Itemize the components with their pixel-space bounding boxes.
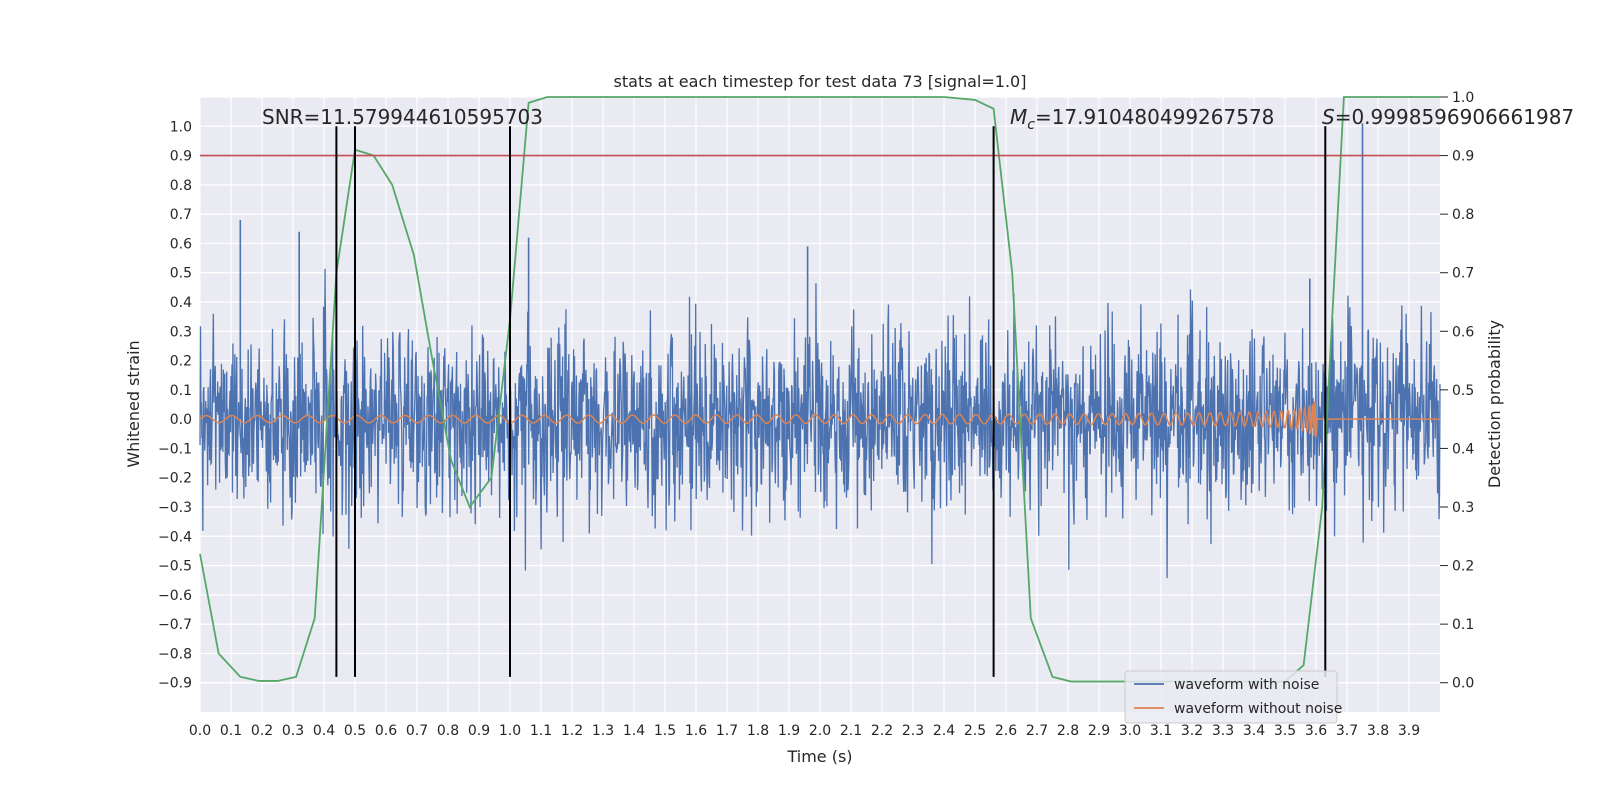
y-left-tick-label: 0.8 <box>170 178 192 194</box>
annotation-snr: SNR=11.579944610595703 <box>262 105 543 129</box>
x-tick-label: 1.9 <box>778 723 800 739</box>
annotation-chirp-mass-subscript: c <box>1027 117 1035 133</box>
y-right-tick-label: 0.3 <box>1452 500 1474 516</box>
x-axis-label: Time (s) <box>786 747 852 766</box>
x-tick-label: 0.9 <box>468 723 490 739</box>
x-tick-label: 2.9 <box>1088 723 1110 739</box>
y-right-tick-label: 0.4 <box>1452 441 1474 457</box>
x-tick-label: 1.0 <box>499 723 521 739</box>
annotation-score-value: =0.9998596906661987 <box>1335 105 1574 129</box>
legend: waveform with noise waveform without noi… <box>1124 670 1342 724</box>
x-tick-label: 3.9 <box>1398 723 1420 739</box>
x-tick-label: 1.1 <box>530 723 552 739</box>
x-tick-label: 3.8 <box>1367 723 1389 739</box>
y-right-tick-label: 0.5 <box>1452 383 1474 399</box>
y-left-tick-label: 0.4 <box>170 295 192 311</box>
x-tick-label: 2.7 <box>1026 723 1048 739</box>
x-tick-label: 2.4 <box>933 723 955 739</box>
vertical-markers <box>335 126 1327 677</box>
x-tick-label: 2.6 <box>995 723 1017 739</box>
y-left-tick-label: −0.7 <box>158 617 192 633</box>
annotation-chirp-mass-symbol: M <box>1010 105 1027 129</box>
x-tick-label: 1.3 <box>592 723 614 739</box>
y-left-tick-label: 1.0 <box>170 119 192 135</box>
noise-waveform-line <box>199 268 1441 579</box>
y-right-tick-label: 0.7 <box>1452 266 1474 282</box>
x-tick-label: 2.0 <box>809 723 831 739</box>
y-left-tick-label: −0.8 <box>158 646 192 662</box>
x-tick-label: 3.3 <box>1212 723 1234 739</box>
x-tick-label: 1.8 <box>747 723 769 739</box>
y-left-tick-label: 0.3 <box>170 324 192 340</box>
clean-waveform-line <box>199 400 1440 438</box>
x-tick-label: 3.6 <box>1305 723 1327 739</box>
x-tick-label: 2.1 <box>840 723 862 739</box>
series-waveform-with-noise <box>199 123 1441 579</box>
x-tick-label: 2.5 <box>964 723 986 739</box>
y-left-tick-label: −0.9 <box>158 676 192 692</box>
annotation-score: S=0.9998596906661987 <box>1322 105 1574 129</box>
y-axis-right-label: Detection probability <box>1485 320 1504 488</box>
y-left-tick-label: 0.0 <box>170 412 192 428</box>
y-left-tick-label: −0.3 <box>158 500 192 516</box>
x-tick-label: 1.7 <box>716 723 738 739</box>
x-tick-label: 1.6 <box>685 723 707 739</box>
legend-box <box>1124 670 1338 724</box>
legend-label-noise: waveform with noise <box>1174 677 1319 693</box>
x-tick-label: 0.7 <box>406 723 428 739</box>
x-tick-label: 3.2 <box>1181 723 1203 739</box>
y-left-tick-label: −0.2 <box>158 471 192 487</box>
y-left-tick-label: 0.5 <box>170 266 192 282</box>
x-tick-label: 2.3 <box>902 723 924 739</box>
legend-label-clean: waveform without noise <box>1174 701 1342 717</box>
y-right-tick-label: 0.9 <box>1452 149 1474 165</box>
y-left-tick-label: 0.2 <box>170 354 192 370</box>
y-axis-right-ticks: 1.0 0.9 0.8 0.7 0.6 0.5 0.4 0.3 0.2 0.1 0.0 <box>1440 90 1474 692</box>
x-tick-label: 0.4 <box>313 723 335 739</box>
y-right-tick-label: 0.1 <box>1452 617 1474 633</box>
x-tick-label: 0.1 <box>220 723 242 739</box>
y-left-tick-label: −0.6 <box>158 588 192 604</box>
y-right-tick-label: 0.6 <box>1452 324 1474 340</box>
annotation-score-symbol: S <box>1322 105 1335 129</box>
x-tick-label: 0.6 <box>375 723 397 739</box>
y-left-tick-label: 0.1 <box>170 383 192 399</box>
x-tick-label: 3.1 <box>1150 723 1172 739</box>
y-left-tick-label: 0.9 <box>170 149 192 165</box>
x-tick-label: 0.0 <box>189 723 211 739</box>
x-tick-label: 0.3 <box>282 723 304 739</box>
y-left-tick-label: −0.4 <box>158 529 192 545</box>
annotation-chirp-mass: Mc=17.910480499267578 <box>1010 105 1274 133</box>
y-right-tick-label: 0.2 <box>1452 559 1474 575</box>
series-detection-probability <box>199 96 1440 683</box>
x-tick-label: 3.5 <box>1274 723 1296 739</box>
x-tick-label: 3.0 <box>1119 723 1141 739</box>
x-tick-label: 0.8 <box>437 723 459 739</box>
annotation-chirp-mass-value: =17.910480499267578 <box>1035 105 1274 129</box>
y-left-tick-label: 0.6 <box>170 236 192 252</box>
x-tick-label: 1.4 <box>623 723 645 739</box>
annotations: SNR=11.579944610595703 Mc=17.91048049926… <box>262 105 1574 133</box>
y-right-tick-label: 0.8 <box>1452 207 1474 223</box>
x-axis-ticks: 0.0 0.1 0.2 0.3 0.4 0.5 0.6 0.7 0.8 0.9 1.0 1.1 1.2 1… <box>189 723 1420 739</box>
y-axis-left-label: Whitened strain <box>124 340 143 467</box>
x-tick-label: 1.5 <box>654 723 676 739</box>
x-tick-label: 2.2 <box>871 723 893 739</box>
x-tick-label: 1.2 <box>561 723 583 739</box>
y-right-tick-label: 0.0 <box>1452 676 1474 692</box>
y-axis-left-ticks: 1.0 0.9 0.8 0.7 0.6 0.5 0.4 0.3 0.2 0.1 0.0 −0.1 −0.… <box>158 119 192 691</box>
x-tick-label: 0.5 <box>344 723 366 739</box>
series-waveform-without-noise <box>199 400 1440 438</box>
probability-line <box>199 96 1440 683</box>
y-left-tick-label: −0.1 <box>158 441 192 457</box>
chart-title: stats at each timestep for test data 73 … <box>614 72 1027 91</box>
x-tick-label: 3.7 <box>1336 723 1358 739</box>
x-tick-label: 0.2 <box>251 723 273 739</box>
y-left-tick-label: 0.7 <box>170 207 192 223</box>
x-tick-label: 3.4 <box>1243 723 1265 739</box>
y-right-tick-label: 1.0 <box>1452 90 1474 106</box>
y-left-tick-label: −0.5 <box>158 559 192 575</box>
x-tick-label: 2.8 <box>1057 723 1079 739</box>
